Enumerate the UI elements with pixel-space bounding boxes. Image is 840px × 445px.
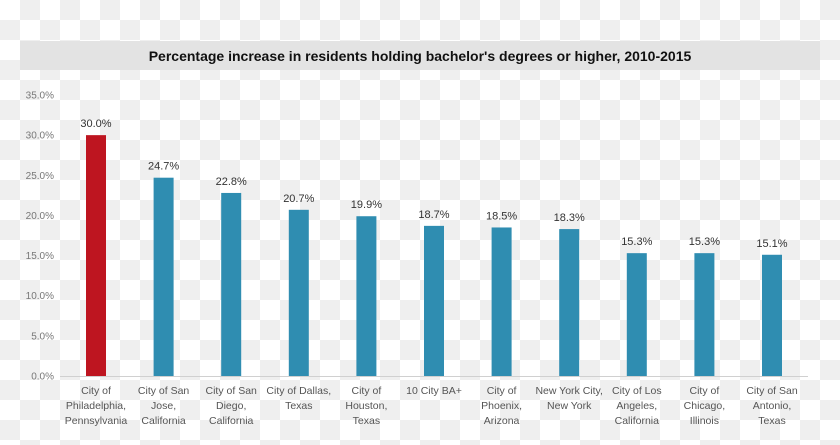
data-label: 22.8% xyxy=(216,176,247,188)
bar xyxy=(424,225,444,376)
y-tick-label: 20.0% xyxy=(26,211,54,222)
y-tick-label: 35.0% xyxy=(26,91,54,102)
bar xyxy=(153,177,174,376)
y-tick-label: 5.0% xyxy=(31,331,54,342)
category-label: New York City, xyxy=(535,385,603,397)
category-label: Arizona xyxy=(484,415,520,427)
y-tick-label: 0.0% xyxy=(31,372,54,383)
category-label: City of xyxy=(487,385,517,397)
data-label: 15.3% xyxy=(689,236,720,248)
category-label: California xyxy=(615,415,660,427)
category-label: New York xyxy=(547,400,592,412)
category-label: City of Los xyxy=(612,385,662,397)
y-tick-label: 25.0% xyxy=(26,171,54,182)
chart-title: Percentage increase in residents holding… xyxy=(148,47,692,64)
category-label: 10 City BA+ xyxy=(406,385,462,397)
bar xyxy=(288,209,309,376)
category-label: City of San xyxy=(206,385,258,397)
category-label: City of San xyxy=(746,385,798,397)
data-label: 15.1% xyxy=(756,238,787,250)
category-label: California xyxy=(209,415,254,427)
bar xyxy=(86,135,106,376)
category-label: California xyxy=(141,415,186,427)
bar xyxy=(491,227,512,376)
category-label: City of xyxy=(81,385,111,397)
category-label: City of San xyxy=(138,385,190,397)
category-label: Texas xyxy=(353,415,380,427)
category-label: City of xyxy=(352,385,382,397)
bar xyxy=(762,254,782,376)
bar xyxy=(356,216,377,376)
category-label: Texas xyxy=(285,400,312,412)
data-label: 18.7% xyxy=(418,209,449,221)
data-label: 15.3% xyxy=(621,236,652,248)
bar xyxy=(694,253,715,376)
data-label: 24.7% xyxy=(148,161,179,173)
bar xyxy=(626,253,647,376)
y-tick-label: 30.0% xyxy=(26,131,54,142)
data-label: 30.0% xyxy=(80,118,111,130)
category-label: Philadelphia, xyxy=(66,400,126,412)
data-label: 18.5% xyxy=(486,210,517,222)
bar xyxy=(559,229,580,376)
category-label: Texas xyxy=(758,415,785,427)
data-label: 18.3% xyxy=(554,212,585,224)
category-label: Phoenix, xyxy=(481,400,522,412)
category-label: City of Dallas, xyxy=(266,385,331,397)
category-label: Jose, xyxy=(151,400,176,412)
category-label: Houston, xyxy=(345,400,387,412)
y-tick-label: 10.0% xyxy=(26,291,54,302)
data-label: 19.9% xyxy=(351,199,382,211)
bar xyxy=(221,192,242,376)
category-label: Pennsylvania xyxy=(65,415,128,427)
category-label: Diego, xyxy=(216,400,246,412)
category-label: Illinois xyxy=(690,415,719,427)
category-label: Angeles, xyxy=(616,400,657,412)
category-label: Antonio, xyxy=(753,400,792,412)
y-tick-label: 15.0% xyxy=(26,251,54,262)
category-label: Chicago, xyxy=(684,400,725,412)
chart-title-bar: Percentage increase in residents holding… xyxy=(20,41,820,70)
data-label: 20.7% xyxy=(283,193,314,205)
category-label: City of xyxy=(690,385,720,397)
